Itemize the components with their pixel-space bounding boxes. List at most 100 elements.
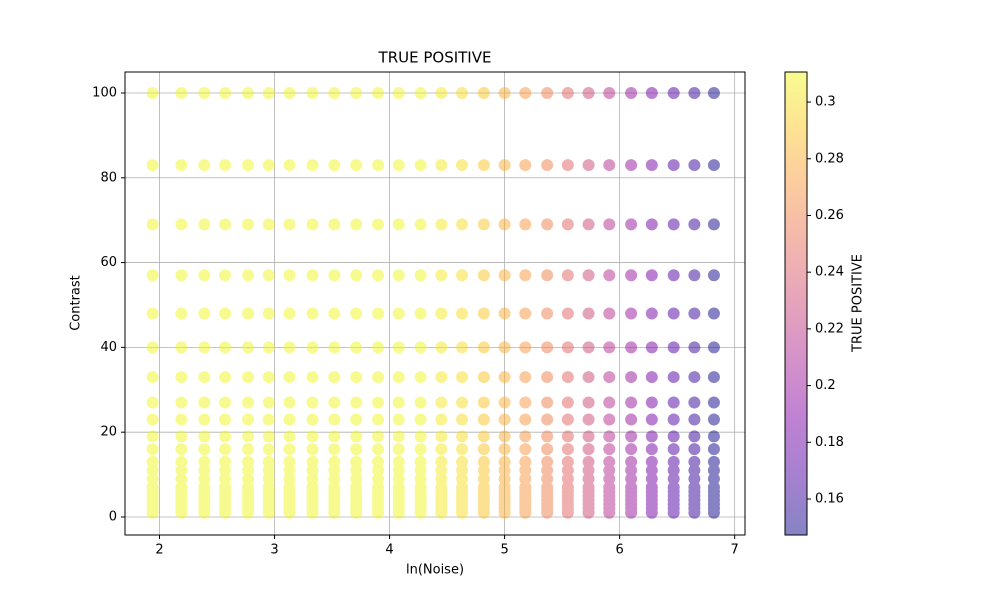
point [283,443,296,456]
point [498,269,511,282]
point [498,371,511,384]
point [541,159,554,172]
point [541,430,554,443]
point [198,307,211,320]
point [519,86,532,99]
point [175,218,188,231]
y-tick-label: 100 [92,85,117,100]
point [146,218,159,231]
point [392,307,405,320]
point [175,269,188,282]
point [435,307,448,320]
point [350,396,363,409]
point [582,86,595,99]
point [283,307,296,320]
point [350,430,363,443]
chart-title: TRUE POSITIVE [378,49,492,67]
point [582,430,595,443]
point [283,218,296,231]
point [372,413,385,426]
point [198,86,211,99]
x-tick-label: 5 [500,543,508,558]
point [328,341,341,354]
point [328,396,341,409]
point [392,506,405,519]
point [414,371,427,384]
point [707,443,720,456]
point [645,341,658,354]
point [198,396,211,409]
point [603,506,616,519]
point [561,371,574,384]
point [477,430,490,443]
point [198,443,211,456]
point [498,443,511,456]
point [582,269,595,282]
point [283,396,296,409]
point [328,443,341,456]
point [328,430,341,443]
y-tick-label: 20 [100,425,117,440]
point [306,307,319,320]
point [498,396,511,409]
point [707,506,720,519]
point [688,86,701,99]
point [262,443,275,456]
point [350,371,363,384]
point [392,159,405,172]
point [456,341,469,354]
point [603,371,616,384]
point [306,269,319,282]
x-tick-label: 3 [270,543,278,558]
point [667,341,680,354]
point [688,413,701,426]
point [262,341,275,354]
point [582,371,595,384]
point [414,218,427,231]
point [306,506,319,519]
point [414,396,427,409]
x-tick-label: 6 [615,543,623,558]
point [625,413,638,426]
point [667,396,680,409]
point [519,371,532,384]
point [328,506,341,519]
point [667,269,680,282]
point [146,443,159,456]
point [242,430,255,443]
point [582,159,595,172]
point [262,396,275,409]
point [392,218,405,231]
point [306,218,319,231]
point [242,269,255,282]
point [328,371,341,384]
point [392,371,405,384]
point [175,443,188,456]
point [435,341,448,354]
point [262,159,275,172]
point [707,86,720,99]
point [175,341,188,354]
point [645,269,658,282]
point [414,430,427,443]
point [242,86,255,99]
point [561,443,574,456]
point [262,86,275,99]
x-tick-label: 4 [385,543,393,558]
point [456,413,469,426]
point [392,430,405,443]
point [477,443,490,456]
point [688,269,701,282]
point [667,307,680,320]
point [519,159,532,172]
point [242,218,255,231]
point [262,430,275,443]
point [306,341,319,354]
y-tick-label: 80 [100,170,117,185]
point [392,396,405,409]
point [477,506,490,519]
point [219,396,232,409]
point [283,341,296,354]
point [541,269,554,282]
point [198,159,211,172]
